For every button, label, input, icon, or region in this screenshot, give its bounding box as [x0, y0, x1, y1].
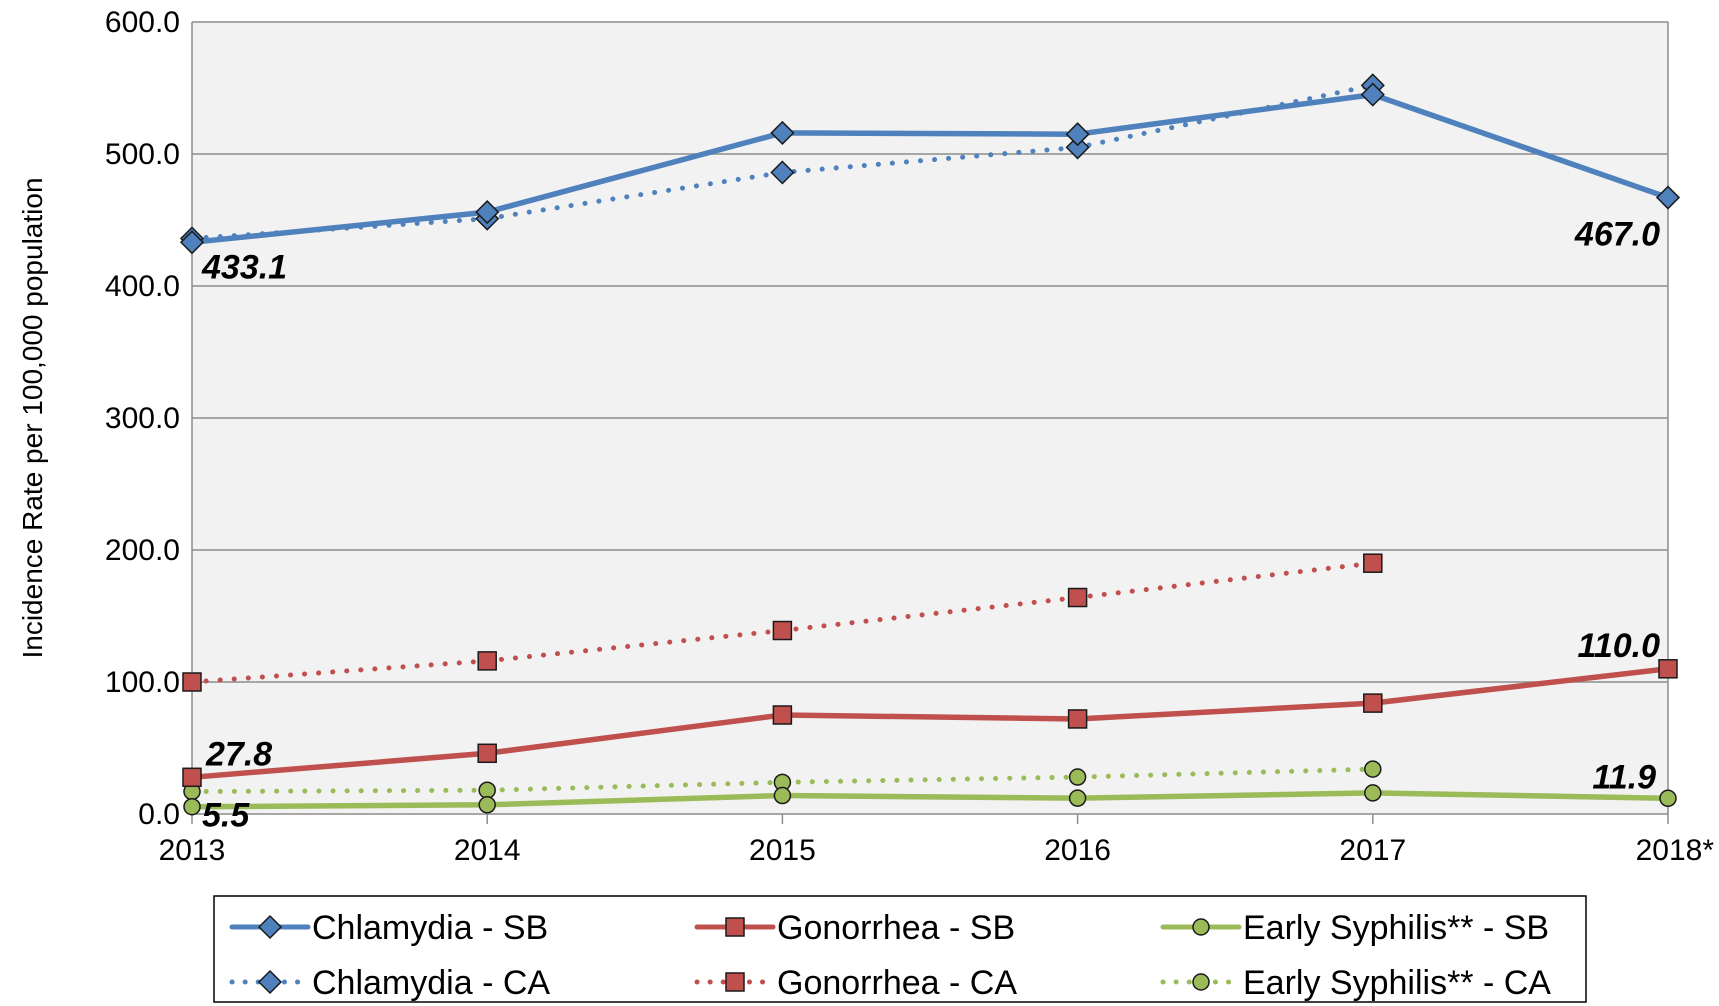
data-label: 27.8	[205, 735, 272, 773]
data-label: 11.9	[1592, 758, 1656, 796]
y-tick-label: 100.0	[105, 666, 180, 699]
data-point	[182, 767, 202, 788]
y-tick-label: 0.0	[138, 798, 180, 831]
data-point	[477, 651, 497, 671]
data-point	[1068, 789, 1087, 807]
series-line	[189, 790, 1671, 810]
data-label: 467.0	[1574, 216, 1660, 254]
data-point	[1363, 693, 1383, 713]
legend-marker	[257, 914, 283, 940]
data-point	[1065, 135, 1090, 160]
legend-marker	[725, 917, 745, 937]
legend-label: Early Syphilis** - CA	[1243, 964, 1551, 1002]
data-point	[1658, 659, 1678, 679]
legend-label: Chlamydia - CA	[312, 964, 550, 1002]
data-point	[1360, 82, 1385, 107]
legend-label: Gonorrhea - SB	[777, 909, 1015, 947]
data-point	[1068, 768, 1087, 786]
data-label: 5.5	[202, 797, 250, 835]
gridlines	[192, 21, 1668, 683]
data-point	[772, 620, 793, 641]
data-point	[770, 160, 795, 185]
data-labels: 433.1 467.0 27.8 110.0 5.5 11.9	[201, 216, 1660, 835]
data-point	[1067, 587, 1088, 608]
x-tick-label: 2013	[159, 834, 226, 867]
legend-label: Chlamydia - SB	[312, 909, 548, 947]
data-label: 433.1	[201, 248, 287, 286]
x-tick-label: 2016	[1044, 834, 1111, 867]
data-point	[1363, 553, 1383, 573]
y-tick-label: 200.0	[105, 534, 180, 567]
data-point	[772, 705, 793, 725]
data-point	[1364, 760, 1382, 778]
y-tick-label: 600.0	[105, 6, 180, 39]
data-point	[1065, 122, 1090, 147]
legend-box	[213, 895, 1587, 1003]
data-point	[1067, 709, 1088, 729]
data-point	[770, 120, 795, 145]
y-axis-ticks: 0.0 100.0 200.0 300.0 400.0 500.0 600.0	[105, 6, 180, 831]
data-point	[179, 230, 205, 255]
x-tick-label: 2015	[749, 834, 816, 867]
data-point	[1659, 789, 1677, 808]
data-point	[478, 796, 496, 814]
series-line	[189, 91, 1671, 246]
x-tick-label: 2014	[454, 834, 521, 867]
legend-marker	[1192, 918, 1210, 936]
x-tick-label: 2017	[1339, 834, 1406, 867]
data-point	[773, 786, 792, 805]
y-tick-label: 300.0	[105, 402, 180, 435]
legend-label: Gonorrhea - CA	[777, 964, 1017, 1002]
data-point	[478, 781, 496, 799]
y-tick-label: 500.0	[105, 138, 180, 171]
data-label: 110.0	[1577, 627, 1660, 665]
legend-marker	[725, 972, 745, 992]
legend-marker	[1192, 973, 1210, 991]
data-point	[183, 797, 201, 816]
y-axis-title: Incidence Rate per 100,000 population	[17, 177, 48, 658]
x-tick-label: 2018*	[1636, 834, 1715, 867]
data-point	[477, 743, 497, 764]
legend-label: Early Syphilis** - SB	[1243, 909, 1549, 947]
series-line	[189, 666, 1671, 781]
data-point	[1364, 784, 1382, 802]
legend-marker	[257, 969, 283, 995]
data-point	[1655, 185, 1681, 210]
y-tick-label: 400.0	[105, 270, 180, 303]
series-markers	[179, 73, 1681, 816]
data-point	[182, 672, 202, 692]
legend: Chlamydia - SB Gonorrhea - SB Early Syphil…	[213, 895, 1587, 1003]
x-axis-ticks: 2013 2014 2015 2016 2017 2018*	[159, 814, 1715, 867]
data-point	[475, 200, 500, 225]
